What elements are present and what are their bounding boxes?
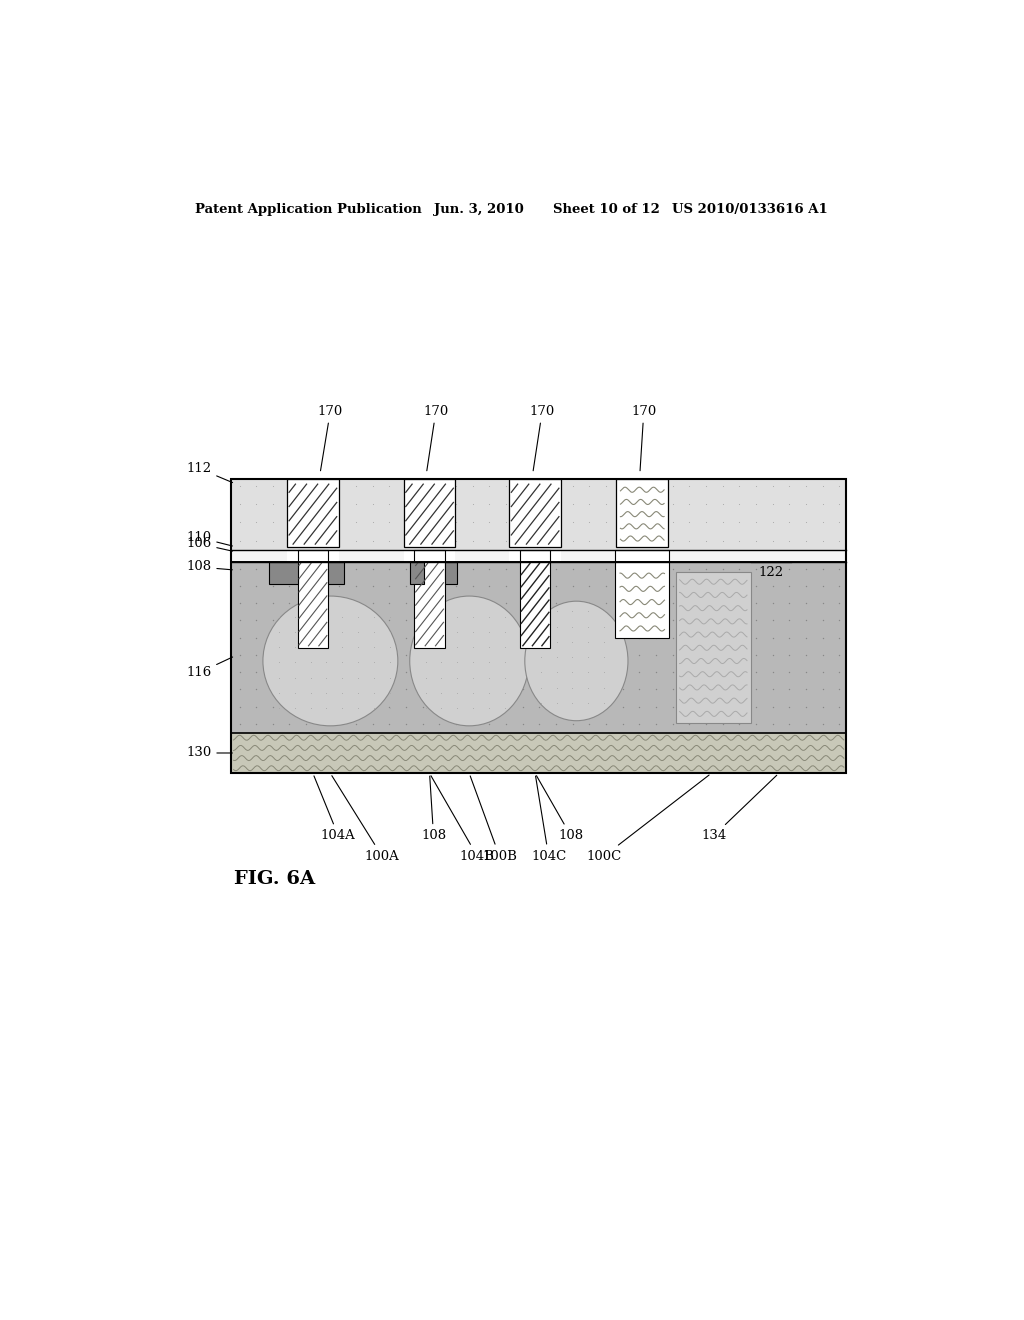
- Bar: [416, 562, 443, 647]
- Bar: [615, 549, 670, 638]
- Bar: [298, 549, 328, 648]
- Bar: [289, 483, 337, 545]
- Text: 170: 170: [423, 405, 449, 471]
- Bar: [231, 733, 846, 774]
- Bar: [509, 479, 561, 546]
- Text: 170: 170: [317, 405, 343, 471]
- Text: 100B: 100B: [470, 776, 517, 862]
- Bar: [676, 572, 751, 722]
- Text: 130: 130: [186, 747, 232, 759]
- Text: 100A: 100A: [332, 776, 399, 862]
- Text: 122: 122: [759, 566, 784, 579]
- Text: 108: 108: [186, 561, 232, 573]
- Text: 170: 170: [529, 405, 555, 471]
- Ellipse shape: [410, 597, 528, 726]
- Text: 170: 170: [631, 405, 656, 471]
- Text: 116: 116: [186, 657, 232, 680]
- Text: 104C: 104C: [531, 776, 566, 862]
- Text: Sheet 10 of 12: Sheet 10 of 12: [553, 203, 659, 215]
- Text: FIG. 6A: FIG. 6A: [234, 870, 315, 888]
- Text: 108: 108: [537, 776, 584, 842]
- Text: 110: 110: [186, 531, 232, 546]
- Bar: [521, 562, 550, 647]
- Bar: [520, 549, 550, 648]
- Ellipse shape: [263, 597, 398, 726]
- Text: 108: 108: [421, 776, 446, 842]
- Bar: [287, 479, 339, 546]
- Bar: [287, 549, 339, 562]
- Bar: [616, 479, 668, 546]
- Bar: [444, 562, 458, 585]
- Text: 100C: 100C: [587, 775, 709, 862]
- Text: Patent Application Publication: Patent Application Publication: [196, 203, 422, 215]
- Ellipse shape: [524, 601, 628, 721]
- Text: 112: 112: [186, 462, 232, 483]
- Text: Jun. 3, 2010: Jun. 3, 2010: [433, 203, 523, 215]
- Bar: [231, 562, 846, 733]
- Bar: [231, 549, 846, 562]
- Bar: [328, 562, 344, 585]
- Bar: [299, 562, 328, 647]
- Text: US 2010/0133616 A1: US 2010/0133616 A1: [672, 203, 827, 215]
- Text: 134: 134: [701, 775, 777, 842]
- Bar: [509, 549, 561, 562]
- Bar: [231, 479, 846, 774]
- Bar: [231, 549, 846, 562]
- Text: 104B: 104B: [431, 776, 495, 862]
- Text: 104A: 104A: [314, 776, 355, 842]
- Text: 106: 106: [186, 537, 232, 552]
- Bar: [410, 562, 424, 585]
- Bar: [406, 483, 454, 545]
- Bar: [269, 562, 298, 585]
- Bar: [511, 483, 559, 545]
- Bar: [231, 479, 846, 549]
- Bar: [403, 549, 456, 562]
- Bar: [415, 549, 444, 648]
- Bar: [403, 479, 456, 546]
